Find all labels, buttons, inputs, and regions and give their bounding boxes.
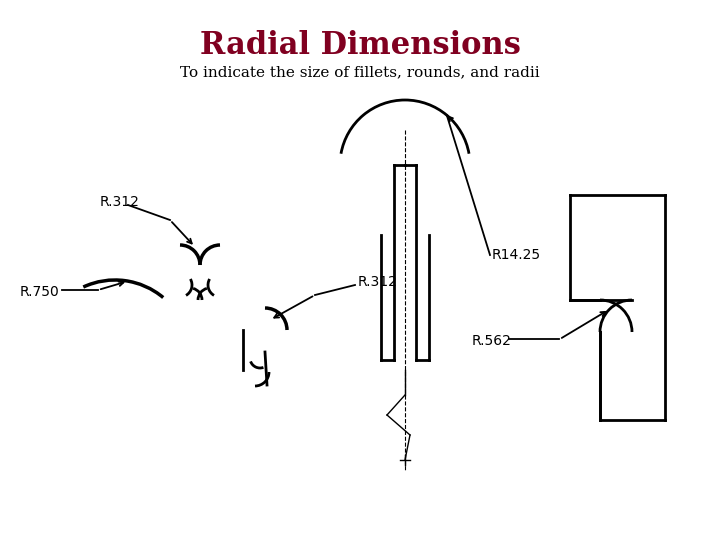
Text: Radial Dimensions: Radial Dimensions xyxy=(199,30,521,60)
Text: R.562: R.562 xyxy=(472,334,512,348)
Text: To indicate the size of fillets, rounds, and radii: To indicate the size of fillets, rounds,… xyxy=(180,65,540,79)
Text: R.750: R.750 xyxy=(20,285,60,299)
Text: R14.25: R14.25 xyxy=(492,248,541,262)
Text: R.312: R.312 xyxy=(358,275,398,289)
Text: R.312: R.312 xyxy=(100,195,140,209)
